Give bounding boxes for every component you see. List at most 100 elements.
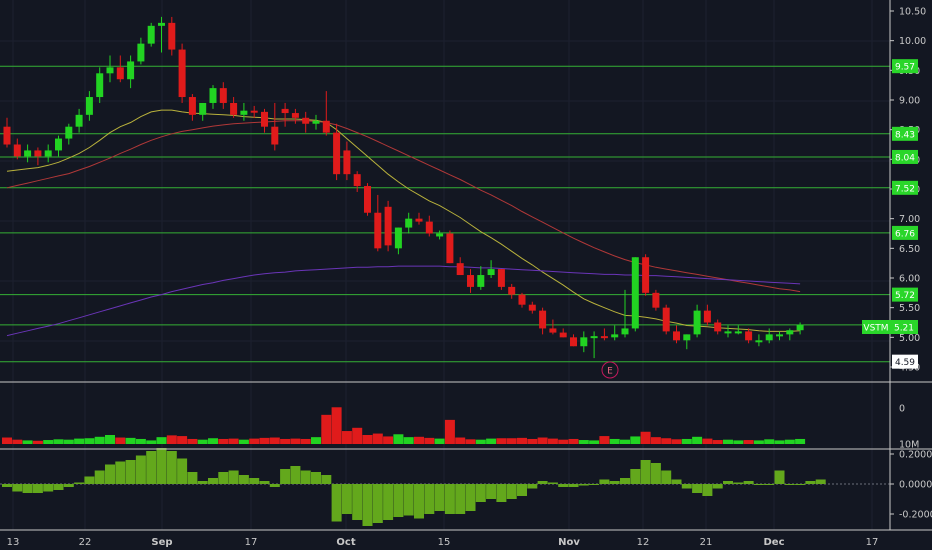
time-tick-label: 13 — [7, 537, 20, 548]
oscillator-bar — [22, 484, 33, 493]
oscillator-tick-label: 0.2000 — [899, 450, 932, 461]
oscillator-bar — [84, 476, 95, 484]
candle-body — [415, 218, 423, 222]
candle-body — [374, 212, 382, 249]
volume-bar — [74, 438, 85, 444]
candle-body — [55, 138, 62, 151]
volume-bar — [506, 438, 517, 444]
ma-slow-line — [6, 265, 801, 337]
volume-bar — [290, 438, 301, 444]
time-tick-label: 15 — [438, 537, 451, 548]
candle-body — [611, 334, 619, 338]
oscillator-bar — [74, 482, 85, 484]
oscillator-bar — [496, 484, 507, 502]
price-tick-label: 9.00 — [899, 96, 920, 107]
oscillator-bar — [753, 484, 764, 485]
volume-bar — [578, 440, 589, 444]
level-badge-box — [892, 354, 918, 369]
volume-bar — [22, 440, 33, 444]
oscillator-bar — [393, 484, 404, 517]
oscillator-bar — [537, 481, 548, 484]
volume-bar — [280, 438, 291, 444]
volume-bar — [434, 438, 445, 444]
candle-body — [456, 263, 464, 276]
oscillator-bar — [53, 484, 64, 490]
level-badge-box — [892, 59, 918, 74]
oscillator-bar — [331, 484, 342, 522]
oscillator-bar — [94, 470, 105, 484]
candle-body — [621, 328, 629, 335]
time-tick-label: Dec — [763, 537, 784, 548]
horizontal-level-lines[interactable] — [0, 65, 890, 363]
price-candles — [3, 16, 804, 359]
volume-tick-label: 0 — [899, 404, 905, 415]
oscillator-bar — [506, 484, 517, 499]
volume-bar — [620, 439, 630, 444]
oscillator-bar — [712, 484, 723, 489]
volume-bar — [547, 438, 558, 444]
price-tick-label: 6.00 — [899, 274, 920, 285]
candle-body — [703, 310, 711, 323]
pane-separators[interactable] — [0, 0, 932, 531]
oscillator-histogram — [0, 448, 890, 526]
candle-body — [549, 328, 557, 333]
oscillator-bar — [764, 484, 775, 485]
level-badge-box — [892, 149, 918, 164]
oscillator-bar — [249, 478, 260, 484]
candle-body — [539, 310, 547, 329]
candle-body — [250, 110, 258, 113]
volume-axis[interactable]: 10M 0 — [899, 404, 919, 451]
candle-body — [209, 88, 217, 103]
candle-body — [44, 150, 52, 157]
candle-body — [116, 67, 124, 80]
oscillator-bar — [341, 484, 352, 514]
volume-bar — [743, 440, 754, 444]
volume-bar — [362, 435, 373, 444]
level-badges: 9.57 8.43 8.04 7.52 6.76 5.72 4.59 — [892, 59, 918, 369]
candle-body — [436, 233, 444, 237]
level-badge-label: 9.57 — [895, 63, 915, 73]
volume-bar — [671, 439, 682, 444]
candle-body — [281, 108, 289, 114]
time-axis[interactable]: 13 22 Sep 17 Oct 15 Nov 12 21 Dec 17 — [7, 537, 879, 548]
oscillator-bar — [517, 484, 527, 496]
price-tick-label: 10.50 — [899, 7, 926, 18]
oscillator-axis[interactable]: 0.2000 0.0000 -0.2000 — [890, 450, 932, 521]
candle-body — [343, 150, 351, 175]
candle-body — [147, 25, 155, 44]
oscillator-bar — [135, 455, 146, 484]
volume-bar — [341, 431, 352, 444]
candle-body — [600, 336, 608, 339]
oscillator-bar — [455, 484, 466, 514]
time-tick-label: Nov — [558, 537, 580, 548]
earnings-marker[interactable]: E — [601, 361, 619, 379]
oscillator-bar — [166, 451, 177, 484]
level-badge-box — [892, 180, 918, 195]
oscillator-bar — [774, 470, 785, 484]
candle-body — [673, 331, 680, 341]
oscillator-bar — [650, 463, 661, 484]
volume-bar — [558, 439, 569, 444]
candle-body — [652, 292, 660, 308]
level-badge-label: 6.76 — [895, 229, 915, 239]
candle-body — [755, 340, 763, 343]
level-badge-label: 8.04 — [895, 153, 915, 163]
volume-tick-label: 10M — [899, 440, 919, 451]
volume-bar — [486, 438, 497, 444]
volume-bar — [63, 439, 74, 444]
oscillator-bar — [599, 479, 610, 484]
volume-bar — [393, 434, 404, 444]
price-tick-label: 5.50 — [899, 303, 920, 314]
candle-body — [85, 97, 93, 115]
oscillator-bar — [743, 481, 754, 484]
candle-body — [570, 337, 577, 347]
oscillator-bar — [280, 469, 291, 484]
oscillator-bar — [269, 484, 280, 487]
oscillator-bar — [620, 478, 630, 484]
candle-body — [467, 275, 474, 287]
candle-body — [158, 22, 165, 26]
oscillator-bar — [218, 472, 229, 484]
candle-body — [302, 117, 310, 124]
volume-bar — [135, 438, 146, 444]
